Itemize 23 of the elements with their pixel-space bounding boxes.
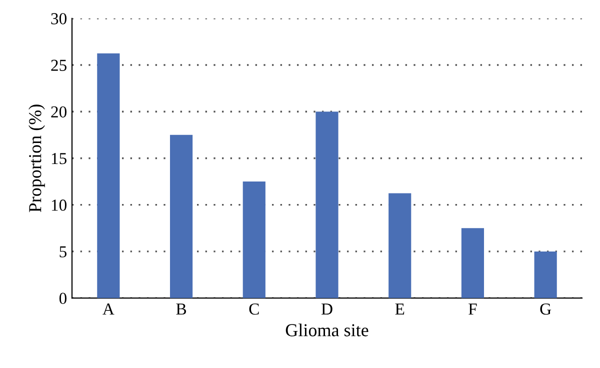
y-tick-label: 30 <box>51 13 67 24</box>
x-tick-label: C <box>249 303 259 315</box>
y-tick-label: 25 <box>51 60 66 71</box>
x-tick-label: D <box>321 304 332 315</box>
y-tick-label: 15 <box>52 153 66 164</box>
bar <box>534 251 557 298</box>
y-axis-title: Proportion (%) <box>28 104 45 212</box>
bar <box>461 228 484 298</box>
x-tick-label: F <box>468 304 477 315</box>
bar <box>97 53 120 298</box>
y-tick-label: 5 <box>60 246 66 258</box>
bar <box>242 182 266 298</box>
bar <box>316 112 338 298</box>
y-tick-label: 0 <box>59 292 67 304</box>
y-tick-label: 10 <box>52 200 67 211</box>
bar <box>388 193 412 298</box>
x-tick-label: B <box>176 304 186 315</box>
x-tick-label: A <box>102 304 114 315</box>
y-tick-label: 20 <box>51 106 67 118</box>
x-tick-label: E <box>395 304 404 315</box>
x-tick-label: G <box>540 303 552 315</box>
x-axis-title: Glioma site <box>286 324 368 336</box>
bar <box>170 134 193 298</box>
